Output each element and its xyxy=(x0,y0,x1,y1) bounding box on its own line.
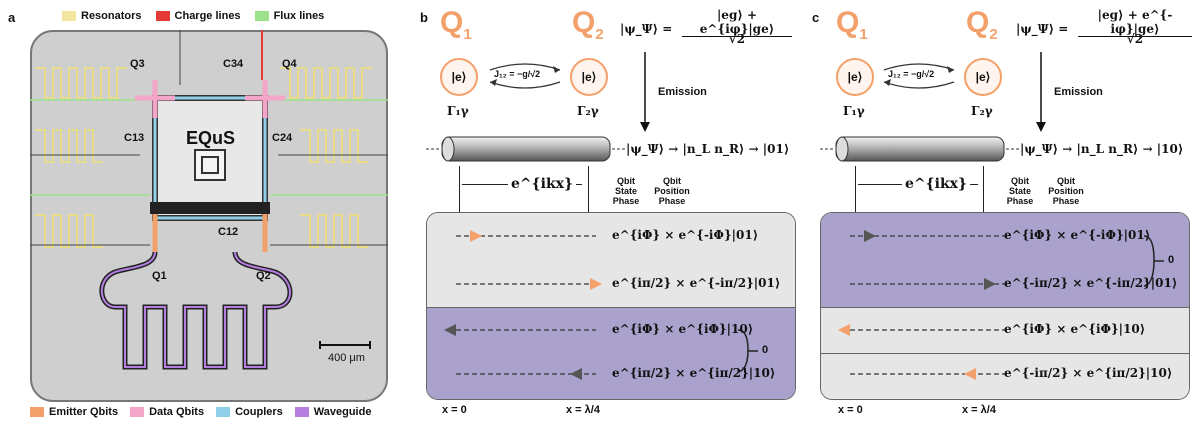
b-gamma2: Γ₂γ xyxy=(577,104,599,118)
b-qbit-state-phase-label: Qbit State Phase xyxy=(612,176,640,206)
c-waveguide-cylinder xyxy=(820,136,1020,162)
panel-c-label: c xyxy=(812,10,820,25)
c-arrow-right-2 xyxy=(984,278,996,290)
c-row2-text: e^{-iπ/2} × e^{-iπ/2}|01⟩ xyxy=(1004,276,1178,290)
legend-resonators: Resonators xyxy=(62,10,142,22)
c-state-num: |eg⟩ + e^{-iφ}|ge⟩ xyxy=(1078,8,1192,37)
label-c24: C24 xyxy=(272,132,293,144)
b-q1-title: Q1 xyxy=(440,6,472,43)
c-qbit-state-phase-label: Qbit State Phase xyxy=(1006,176,1034,206)
c-q2-state: |e⟩ xyxy=(964,58,1002,96)
c-coupling: J₁₂ = −g/√2 xyxy=(888,69,935,79)
c-emission-table xyxy=(820,212,1190,400)
c-q1-state: |e⟩ xyxy=(836,58,874,96)
b-qbit-position-phase-label: Qbit Position Phase xyxy=(654,176,690,206)
legend-couplers: Couplers xyxy=(216,406,283,418)
legend-bottom: Emitter Qbits Data Qbits Couplers Wavegu… xyxy=(30,406,371,418)
legend-data-qubits: Data Qbits xyxy=(130,406,204,418)
b-row1-text: e^{iΦ} × e^{-iΦ}|01⟩ xyxy=(612,228,759,242)
b-coupling-arrows xyxy=(489,63,561,89)
bottom-coupler xyxy=(150,202,270,214)
b-row-3-4 xyxy=(427,308,795,399)
c-result: 0 xyxy=(1168,254,1175,266)
c-row-4 xyxy=(821,354,1189,399)
emitter-qubits xyxy=(152,214,268,252)
c-row1-text: e^{iΦ} × e^{-iΦ}|01⟩ xyxy=(1004,228,1151,242)
data-qubits xyxy=(135,80,285,118)
c-qbit-position-phase-label: Qbit Position Phase xyxy=(1048,176,1084,206)
resonators xyxy=(35,67,372,248)
b-row2-text: e^{iπ/2} × e^{-iπ/2}|01⟩ xyxy=(612,276,781,290)
b-row4-text: e^{iπ/2} × e^{iπ/2}|10⟩ xyxy=(612,366,776,380)
b-state-num: |eg⟩ + e^{iφ}|ge⟩ xyxy=(682,8,792,37)
b-arrow-left-4 xyxy=(570,368,582,380)
c-phase-label: e^{ikx} xyxy=(902,176,971,192)
b-row3-text: e^{iΦ} × e^{iΦ}|10⟩ xyxy=(612,322,754,336)
b-emission-arrows xyxy=(444,230,758,380)
c-row3-text: e^{iΦ} × e^{iΦ}|10⟩ xyxy=(1004,322,1146,336)
b-x1-label: x = λ/4 xyxy=(566,404,600,416)
b-arrow-left-3 xyxy=(444,324,456,336)
legend-flux-lines: Flux lines xyxy=(254,10,324,22)
c-x1-label: x = λ/4 xyxy=(962,404,996,416)
b-emission-arrow xyxy=(640,52,650,132)
b-gamma1: Γ₁γ xyxy=(447,104,469,118)
c-state-left: |ψ_Ψ⟩ = xyxy=(1016,22,1069,36)
bias-lines xyxy=(30,30,388,246)
label-c13: C13 xyxy=(124,132,145,144)
b-emission-label: Emission xyxy=(658,86,707,98)
c-emission-label: Emission xyxy=(1054,86,1103,98)
b-state-left: |ψ_Ψ⟩ = xyxy=(620,22,673,36)
chip-micrograph xyxy=(30,30,388,402)
b-arrow-right-1 xyxy=(470,230,482,242)
c-row-3 xyxy=(821,308,1189,354)
b-emission-table xyxy=(426,212,796,400)
label-c12: C12 xyxy=(218,226,239,238)
b-q2-title: Q2 xyxy=(572,6,604,43)
b-waveguide-cylinder xyxy=(426,136,626,162)
c-arrow-right-1 xyxy=(864,230,876,242)
c-gamma1: Γ₁γ xyxy=(843,104,865,118)
c-wg-state: |ψ_Ψ⟩ → |n_L n_R⟩ → |10⟩ xyxy=(1020,142,1184,156)
c-gamma2: Γ₂γ xyxy=(971,104,993,118)
b-result: 0 xyxy=(762,344,769,356)
c-row4-text: e^{-iπ/2} × e^{iπ/2}|10⟩ xyxy=(1004,366,1173,380)
chip-title: EQuS xyxy=(186,128,236,148)
b-q2-state: |e⟩ xyxy=(570,58,608,96)
c-row-1-2 xyxy=(821,213,1189,308)
c-arrow-left-4 xyxy=(964,368,976,380)
b-wg-state: |ψ_Ψ⟩ → |n_L n_R⟩ → |01⟩ xyxy=(626,142,790,156)
chip-logo xyxy=(194,149,226,181)
scale-bar-label: 400 μm xyxy=(328,352,365,364)
c-emission-arrows xyxy=(838,230,1164,380)
c-arrow-left-3 xyxy=(838,324,850,336)
c-q2-title: Q2 xyxy=(966,6,998,43)
b-q1-state: |e⟩ xyxy=(440,58,478,96)
b-phase-label: e^{ikx} xyxy=(508,176,577,192)
panel-b-label: b xyxy=(420,10,428,25)
panel-a-label: a xyxy=(8,10,16,25)
c-q1-title: Q1 xyxy=(836,6,868,43)
label-q2: Q2 xyxy=(256,270,271,282)
b-x0-label: x = 0 xyxy=(442,404,467,416)
c-x0-label: x = 0 xyxy=(838,404,863,416)
legend-charge-lines: Charge lines xyxy=(155,10,241,22)
b-arrow-right-2 xyxy=(590,278,602,290)
b-state-den: √2 xyxy=(728,32,746,46)
label-q3: Q3 xyxy=(130,58,145,70)
flux-lines xyxy=(30,99,388,196)
c-coupling-arrows xyxy=(883,63,955,89)
b-row-1 xyxy=(427,213,795,262)
b-coupling: J₁₂ = −g/√2 xyxy=(494,69,541,79)
legend-top: Resonators Charge lines Flux lines xyxy=(62,10,324,22)
label-q1: Q1 xyxy=(152,270,167,282)
label-c34: C34 xyxy=(223,58,244,70)
legend-waveguide: Waveguide xyxy=(294,406,371,418)
label-q4: Q4 xyxy=(282,58,297,70)
legend-emitter-qubits: Emitter Qbits xyxy=(30,406,118,418)
waveguide xyxy=(100,251,291,368)
c-emission-arrow xyxy=(1036,52,1046,132)
c-state-den: √2 xyxy=(1126,32,1144,46)
